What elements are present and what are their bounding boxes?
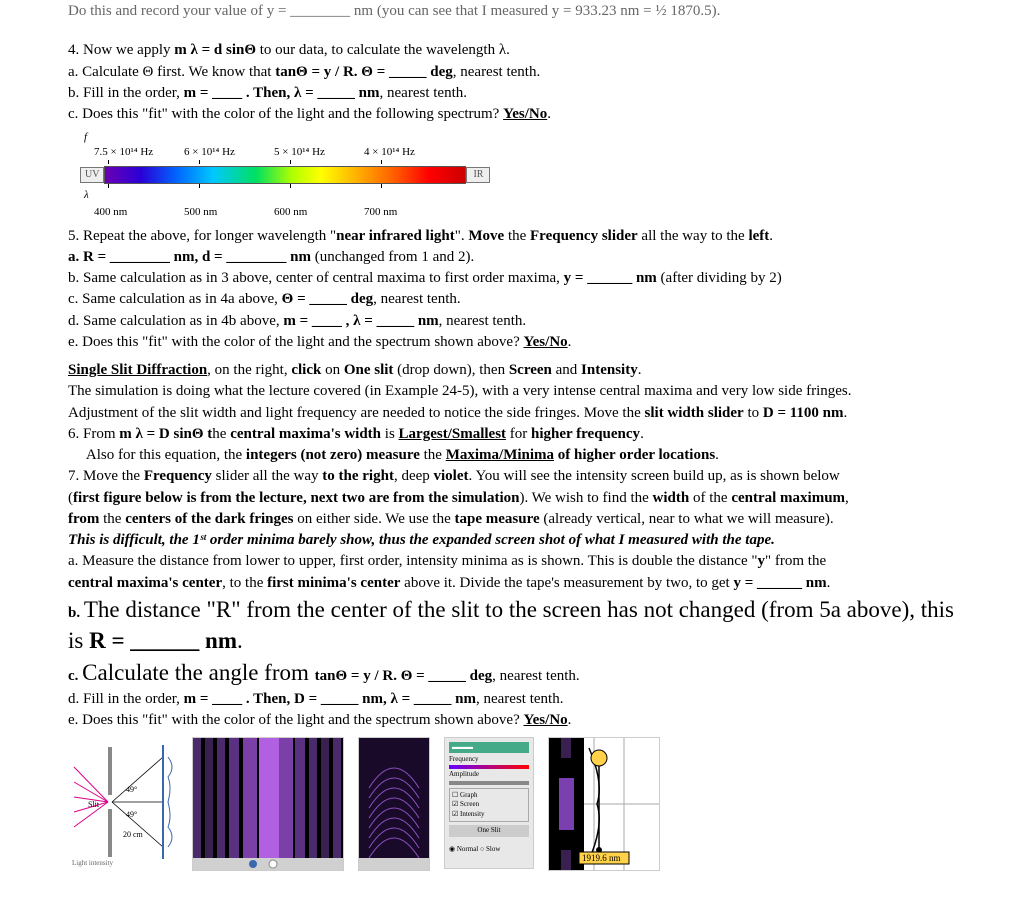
q7-l1: 7. Move the Frequency slider all the way…	[68, 466, 956, 486]
ir-label: IR	[466, 167, 490, 183]
svg-text:49°: 49°	[126, 785, 137, 794]
spectrum-diagram: f 7.5 × 10¹⁴ Hz 6 × 10¹⁴ Hz 5 × 10¹⁴ Hz …	[80, 130, 956, 219]
singleslit-l3: Adjustment of the slit width and light f…	[68, 403, 956, 423]
q7-l7: b. The distance "R" from the center of t…	[68, 594, 956, 656]
svg-text:1919.6 nm: 1919.6 nm	[582, 853, 621, 863]
sim-fringes-figure	[192, 737, 344, 871]
q7-l2: (first figure below is from the lecture,…	[68, 488, 956, 508]
q4c: c. Does this "fit" with the color of the…	[68, 104, 956, 124]
figure-row: 49° 49° Slit 20 cm Light intensity	[68, 737, 956, 871]
yesno[interactable]: Yes/No	[523, 712, 567, 728]
q7-l9: d. Fill in the order, m = ____ . Then, D…	[68, 689, 956, 709]
q5b: b. Same calculation as in 3 above, cente…	[68, 268, 956, 288]
spectrum-gradient	[104, 166, 466, 184]
singleslit-l2: The simulation is doing what the lecture…	[68, 381, 956, 401]
intro-partial: Do this and record your value of y = ___…	[68, 1, 956, 21]
singleslit-l1: Single Slit Diffraction, on the right, c…	[68, 360, 956, 380]
q7-l6: central maxima's center, to the first mi…	[68, 573, 956, 593]
q4a: a. Calculate Θ first. We know that tanΘ …	[68, 62, 956, 82]
lecture-figure: 49° 49° Slit 20 cm Light intensity	[68, 737, 178, 867]
q7-l10: e. Does this "fit" with the color of the…	[68, 710, 956, 730]
q7-l4: This is difficult, the 1ˢᵗ order minima …	[68, 530, 956, 550]
q4b: b. Fill in the order, m = ____ . Then, λ…	[68, 83, 956, 103]
q5a: a. R = ________ nm, d = ________ nm (unc…	[68, 247, 956, 267]
sim-wave-figure	[358, 737, 430, 871]
q5d: d. Same calculation as in 4b above, m = …	[68, 311, 956, 331]
svg-text:Slit: Slit	[88, 800, 100, 809]
svg-text:49°: 49°	[126, 810, 137, 819]
q6a: 6. From m λ = D sinΘ the central maxima'…	[68, 424, 956, 444]
q7-l5: a. Measure the distance from lower to up…	[68, 551, 956, 571]
q6b: Also for this equation, the integers (no…	[68, 445, 956, 465]
uv-label: UV	[80, 167, 104, 183]
q5c: c. Same calculation as in 4a above, Θ = …	[68, 289, 956, 309]
sim-controls-figure: ▬▬▬ Frequency Amplitude ☐ Graph ☑ Screen…	[444, 737, 534, 869]
q7-l8: c. Calculate the angle from tanΘ = y / R…	[68, 657, 956, 688]
svg-text:Light intensity: Light intensity	[72, 859, 114, 867]
q5-lead: 5. Repeat the above, for longer waveleng…	[68, 226, 956, 246]
sim-tape-figure: 1919.6 nm	[548, 737, 660, 871]
yesno[interactable]: Yes/No	[503, 106, 547, 122]
choice[interactable]: Largest/Smallest	[399, 426, 506, 442]
svg-text:20 cm: 20 cm	[123, 830, 144, 839]
q7-l3: from the centers of the dark fringes on …	[68, 509, 956, 529]
yesno[interactable]: Yes/No	[523, 334, 567, 350]
q4-lead: 4. Now we apply m λ = d sinΘ to our data…	[68, 40, 956, 60]
q5e: e. Does this "fit" with the color of the…	[68, 332, 956, 352]
choice[interactable]: Maxima/Minima	[446, 447, 554, 463]
